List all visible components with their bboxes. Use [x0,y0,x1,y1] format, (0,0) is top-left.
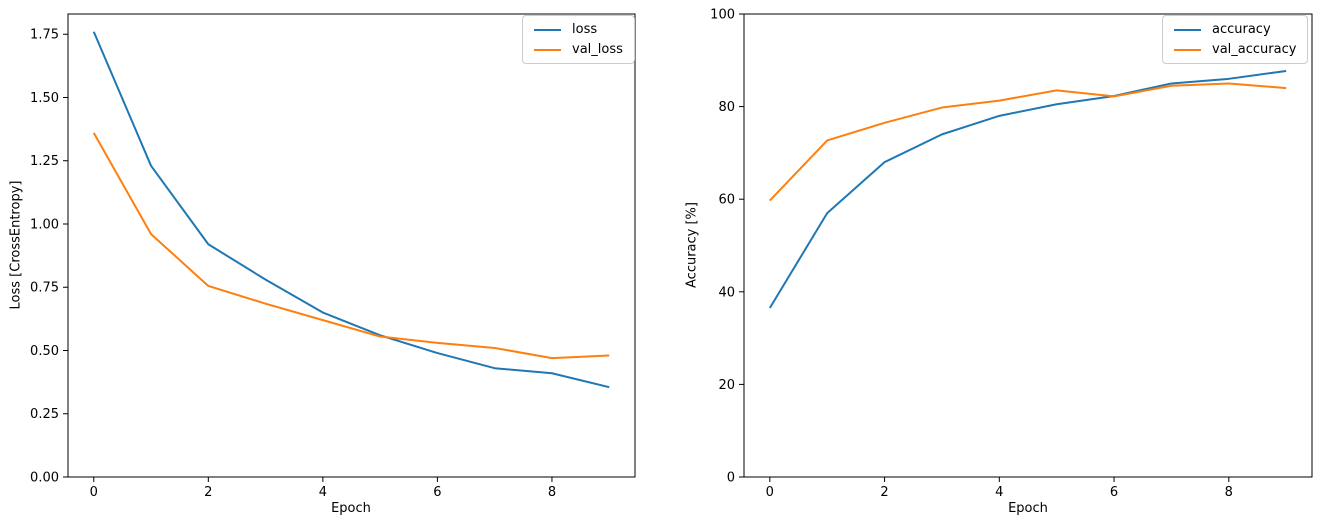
y-tick-label: 0.75 [30,281,59,296]
val-accuracy-line-swatch-icon [1174,48,1201,51]
legend-item-val-accuracy: val_accuracy [1174,43,1296,56]
y-tick-label: 20 [718,378,735,393]
legend-label: val_loss [572,42,623,57]
right-legend: accuracy val_accuracy [1162,15,1309,64]
legend-label: loss [572,22,598,37]
y-tick-label: 1.75 [30,28,59,43]
legend-label: val_accuracy [1212,42,1297,57]
left-y-axis-label: Loss [CrossEntropy] [8,180,24,310]
axes-frame [743,13,1313,478]
y-tick-label: 0.50 [30,344,59,359]
legend-item-accuracy: accuracy [1174,23,1296,36]
loss-line-swatch-icon [534,28,561,31]
x-tick-label: 2 [204,485,212,500]
val_accuracy-line [769,82,1287,202]
x-tick-label: 6 [1110,485,1118,500]
y-tick-label: 1.25 [30,154,59,169]
x-tick-label: 0 [766,485,774,500]
val-loss-line-swatch-icon [534,48,561,51]
axes-frame [67,13,636,478]
y-tick-label: 100 [710,8,735,23]
legend-item-loss: loss [534,23,623,36]
accuracy-line [768,69,1287,309]
y-tick-label: 1.00 [30,217,59,232]
y-tick-label: 0 [727,471,735,486]
y-tick-label: 80 [718,100,735,115]
x-tick-label: 6 [433,485,441,500]
y-tick-label: 1.50 [30,91,59,106]
left-x-axis-label: Epoch [331,501,371,516]
x-tick-label: 0 [90,485,98,500]
y-tick-label: 60 [718,193,735,208]
x-tick-label: 4 [319,485,327,500]
legend-item-val-loss: val_loss [534,43,623,56]
y-tick-label: 0.25 [30,407,59,422]
x-tick-label: 4 [995,485,1003,500]
x-tick-label: 8 [548,485,556,500]
accuracy-line-swatch-icon [1174,28,1201,31]
legend-label: accuracy [1212,22,1271,37]
loss-line [92,31,610,389]
right-y-axis-label: Accuracy [%] [684,202,700,288]
y-tick-label: 0.00 [30,471,59,486]
val_loss-line [92,132,610,360]
right-x-axis-label: Epoch [1008,501,1048,516]
x-tick-label: 2 [880,485,888,500]
left-legend: loss val_loss [522,15,635,64]
x-tick-label: 8 [1225,485,1233,500]
y-tick-label: 40 [718,285,735,300]
